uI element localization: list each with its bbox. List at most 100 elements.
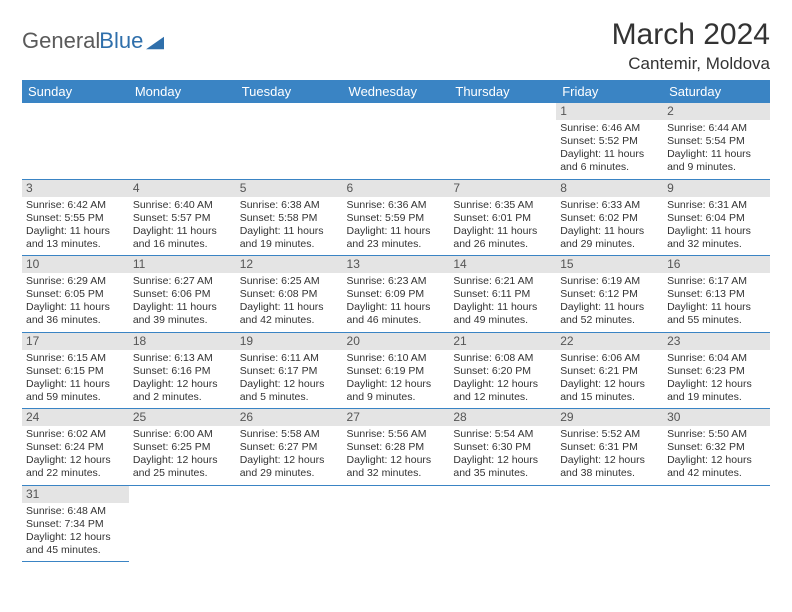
daylight-line: Daylight: 11 hours and 36 minutes. bbox=[26, 301, 125, 327]
day-number: 16 bbox=[663, 256, 770, 273]
sunrise-line: Sunrise: 6:10 AM bbox=[347, 352, 446, 365]
weekday-wednesday: Wednesday bbox=[343, 80, 450, 103]
day-number: 12 bbox=[236, 256, 343, 273]
sunset-line: Sunset: 5:57 PM bbox=[133, 212, 232, 225]
day-cell-13: 13Sunrise: 6:23 AMSunset: 6:09 PMDayligh… bbox=[343, 256, 450, 333]
empty-cell bbox=[236, 103, 343, 179]
day-number: 22 bbox=[556, 333, 663, 350]
sunrise-line: Sunrise: 6:13 AM bbox=[133, 352, 232, 365]
day-number: 18 bbox=[129, 333, 236, 350]
calendar-body: 1Sunrise: 6:46 AMSunset: 5:52 PMDaylight… bbox=[22, 103, 770, 562]
day-cell-6: 6Sunrise: 6:36 AMSunset: 5:59 PMDaylight… bbox=[343, 179, 450, 256]
day-number: 1 bbox=[556, 103, 663, 120]
empty-cell bbox=[556, 485, 663, 562]
sunrise-line: Sunrise: 6:38 AM bbox=[240, 199, 339, 212]
sunrise-line: Sunrise: 6:11 AM bbox=[240, 352, 339, 365]
day-number: 17 bbox=[22, 333, 129, 350]
day-number: 20 bbox=[343, 333, 450, 350]
day-cell-7: 7Sunrise: 6:35 AMSunset: 6:01 PMDaylight… bbox=[449, 179, 556, 256]
empty-cell bbox=[22, 103, 129, 179]
day-number: 14 bbox=[449, 256, 556, 273]
day-cell-9: 9Sunrise: 6:31 AMSunset: 6:04 PMDaylight… bbox=[663, 179, 770, 256]
daylight-line: Daylight: 12 hours and 38 minutes. bbox=[560, 454, 659, 480]
day-number: 10 bbox=[22, 256, 129, 273]
sunrise-line: Sunrise: 5:58 AM bbox=[240, 428, 339, 441]
sunrise-line: Sunrise: 6:31 AM bbox=[667, 199, 766, 212]
day-cell-1: 1Sunrise: 6:46 AMSunset: 5:52 PMDaylight… bbox=[556, 103, 663, 179]
sunrise-line: Sunrise: 5:56 AM bbox=[347, 428, 446, 441]
day-cell-26: 26Sunrise: 5:58 AMSunset: 6:27 PMDayligh… bbox=[236, 409, 343, 486]
day-number: 5 bbox=[236, 180, 343, 197]
day-number: 7 bbox=[449, 180, 556, 197]
day-number: 29 bbox=[556, 409, 663, 426]
day-number: 9 bbox=[663, 180, 770, 197]
day-number: 26 bbox=[236, 409, 343, 426]
daylight-line: Daylight: 11 hours and 32 minutes. bbox=[667, 225, 766, 251]
day-cell-18: 18Sunrise: 6:13 AMSunset: 6:16 PMDayligh… bbox=[129, 332, 236, 409]
sunrise-line: Sunrise: 6:04 AM bbox=[667, 352, 766, 365]
daylight-line: Daylight: 12 hours and 2 minutes. bbox=[133, 378, 232, 404]
sunset-line: Sunset: 6:28 PM bbox=[347, 441, 446, 454]
calendar-row: 17Sunrise: 6:15 AMSunset: 6:15 PMDayligh… bbox=[22, 332, 770, 409]
day-number: 4 bbox=[129, 180, 236, 197]
day-cell-14: 14Sunrise: 6:21 AMSunset: 6:11 PMDayligh… bbox=[449, 256, 556, 333]
daylight-line: Daylight: 12 hours and 15 minutes. bbox=[560, 378, 659, 404]
logo-text-general: General bbox=[22, 28, 100, 54]
sunrise-line: Sunrise: 6:27 AM bbox=[133, 275, 232, 288]
daylight-line: Daylight: 12 hours and 12 minutes. bbox=[453, 378, 552, 404]
sunrise-line: Sunrise: 6:29 AM bbox=[26, 275, 125, 288]
day-cell-10: 10 Sunrise: 6:29 AMSunset: 6:05 PMDayligh… bbox=[22, 256, 129, 333]
daylight-line: Daylight: 11 hours and 49 minutes. bbox=[453, 301, 552, 327]
sunset-line: Sunset: 6:12 PM bbox=[560, 288, 659, 301]
sunrise-line: Sunrise: 6:02 AM bbox=[26, 428, 125, 441]
sunrise-line: Sunrise: 6:15 AM bbox=[26, 352, 125, 365]
day-cell-31: 31Sunrise: 6:48 AMSunset: 7:34 PMDayligh… bbox=[22, 485, 129, 562]
sunset-line: Sunset: 6:08 PM bbox=[240, 288, 339, 301]
sunrise-line: Sunrise: 6:40 AM bbox=[133, 199, 232, 212]
daylight-line: Daylight: 11 hours and 13 minutes. bbox=[26, 225, 125, 251]
location: Cantemir, Moldova bbox=[612, 54, 770, 74]
sunrise-line: Sunrise: 6:19 AM bbox=[560, 275, 659, 288]
sunset-line: Sunset: 6:30 PM bbox=[453, 441, 552, 454]
daylight-line: Daylight: 11 hours and 52 minutes. bbox=[560, 301, 659, 327]
day-cell-25: 25Sunrise: 6:00 AMSunset: 6:25 PMDayligh… bbox=[129, 409, 236, 486]
sunset-line: Sunset: 6:05 PM bbox=[26, 288, 125, 301]
day-cell-29: 29Sunrise: 5:52 AMSunset: 6:31 PMDayligh… bbox=[556, 409, 663, 486]
day-cell-22: 22Sunrise: 6:06 AMSunset: 6:21 PMDayligh… bbox=[556, 332, 663, 409]
daylight-line: Daylight: 11 hours and 42 minutes. bbox=[240, 301, 339, 327]
day-cell-19: 19Sunrise: 6:11 AMSunset: 6:17 PMDayligh… bbox=[236, 332, 343, 409]
day-number: 31 bbox=[22, 486, 129, 503]
empty-cell bbox=[343, 103, 450, 179]
day-cell-28: 28Sunrise: 5:54 AMSunset: 6:30 PMDayligh… bbox=[449, 409, 556, 486]
empty-cell bbox=[129, 485, 236, 562]
day-cell-24: 24Sunrise: 6:02 AMSunset: 6:24 PMDayligh… bbox=[22, 409, 129, 486]
daylight-line: Daylight: 11 hours and 46 minutes. bbox=[347, 301, 446, 327]
daylight-line: Daylight: 11 hours and 39 minutes. bbox=[133, 301, 232, 327]
day-cell-16: 16Sunrise: 6:17 AMSunset: 6:13 PMDayligh… bbox=[663, 256, 770, 333]
sunset-line: Sunset: 6:09 PM bbox=[347, 288, 446, 301]
daylight-line: Daylight: 12 hours and 42 minutes. bbox=[667, 454, 766, 480]
daylight-line: Daylight: 11 hours and 23 minutes. bbox=[347, 225, 446, 251]
daylight-line: Daylight: 12 hours and 45 minutes. bbox=[26, 531, 125, 557]
day-cell-20: 20Sunrise: 6:10 AMSunset: 6:19 PMDayligh… bbox=[343, 332, 450, 409]
day-cell-11: 11Sunrise: 6:27 AMSunset: 6:06 PMDayligh… bbox=[129, 256, 236, 333]
flag-icon bbox=[146, 30, 164, 44]
sunrise-line: Sunrise: 5:54 AM bbox=[453, 428, 552, 441]
daylight-line: Daylight: 12 hours and 25 minutes. bbox=[133, 454, 232, 480]
day-number: 21 bbox=[449, 333, 556, 350]
empty-cell bbox=[449, 485, 556, 562]
calendar-row: 3Sunrise: 6:42 AMSunset: 5:55 PMDaylight… bbox=[22, 179, 770, 256]
sunrise-line: Sunrise: 6:00 AM bbox=[133, 428, 232, 441]
daylight-line: Daylight: 12 hours and 19 minutes. bbox=[667, 378, 766, 404]
day-number: 6 bbox=[343, 180, 450, 197]
sunset-line: Sunset: 6:23 PM bbox=[667, 365, 766, 378]
day-number: 19 bbox=[236, 333, 343, 350]
sunrise-line: Sunrise: 5:50 AM bbox=[667, 428, 766, 441]
sunset-line: Sunset: 6:02 PM bbox=[560, 212, 659, 225]
daylight-line: Daylight: 11 hours and 19 minutes. bbox=[240, 225, 339, 251]
empty-cell bbox=[129, 103, 236, 179]
title-block: March 2024 Cantemir, Moldova bbox=[612, 18, 770, 74]
day-number: 11 bbox=[129, 256, 236, 273]
daylight-line: Daylight: 12 hours and 32 minutes. bbox=[347, 454, 446, 480]
sunrise-line: Sunrise: 6:08 AM bbox=[453, 352, 552, 365]
